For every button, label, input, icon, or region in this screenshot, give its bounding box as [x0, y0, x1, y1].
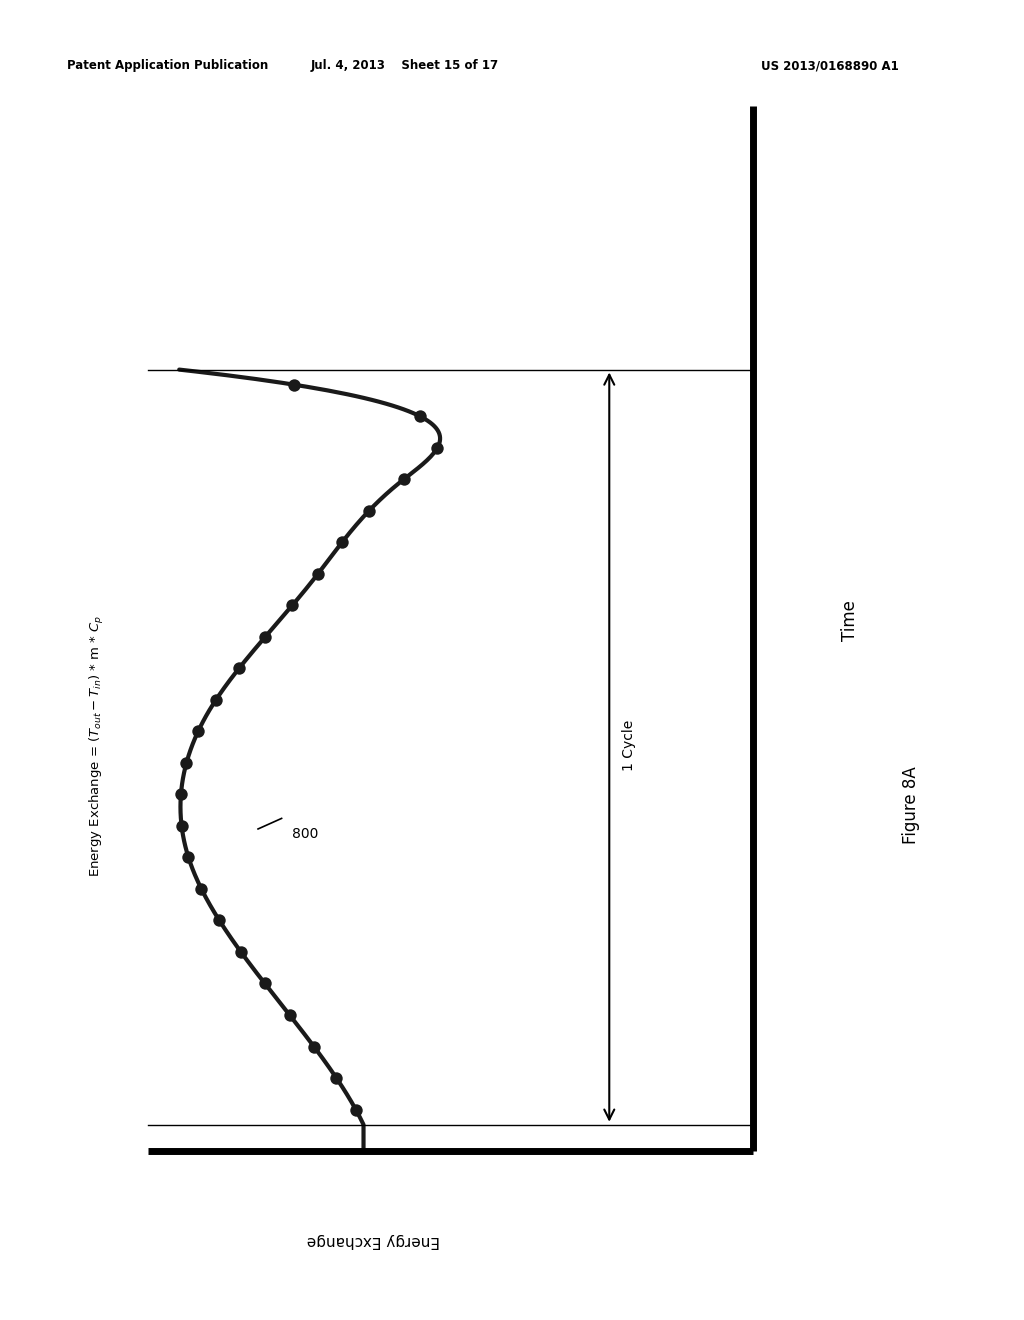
Point [232, 941, 249, 962]
Point [230, 657, 247, 678]
Point [211, 909, 227, 931]
Point [334, 532, 350, 553]
Point [429, 437, 445, 458]
Point [360, 500, 377, 521]
Point [284, 595, 300, 616]
Text: Patent Application Publication: Patent Application Publication [67, 59, 268, 73]
Point [282, 1005, 298, 1026]
Point [180, 847, 197, 869]
Text: Jul. 4, 2013    Sheet 15 of 17: Jul. 4, 2013 Sheet 15 of 17 [310, 59, 499, 73]
Point [257, 973, 273, 994]
Point [412, 405, 428, 426]
Point [194, 878, 210, 899]
Point [306, 1036, 323, 1057]
Point [173, 784, 189, 805]
Point [189, 721, 206, 742]
Point [208, 689, 224, 710]
Text: Figure 8A: Figure 8A [902, 767, 921, 843]
Point [286, 374, 302, 395]
Point [257, 626, 273, 647]
Text: 800: 800 [292, 828, 318, 841]
Point [173, 816, 189, 837]
Text: 1 Cycle: 1 Cycle [622, 721, 636, 771]
Point [178, 752, 195, 774]
Text: Time: Time [841, 601, 859, 640]
Text: Energy Exchange: Energy Exchange [307, 1233, 440, 1249]
Point [347, 1100, 364, 1121]
Point [395, 469, 412, 490]
Point [310, 564, 327, 585]
Text: Energy Exchange = $(T_{out} - T_{in})$ * m * $C_p$: Energy Exchange = $(T_{out} - T_{in})$ *… [88, 615, 106, 876]
Text: US 2013/0168890 A1: US 2013/0168890 A1 [761, 59, 898, 73]
Point [329, 1068, 345, 1089]
